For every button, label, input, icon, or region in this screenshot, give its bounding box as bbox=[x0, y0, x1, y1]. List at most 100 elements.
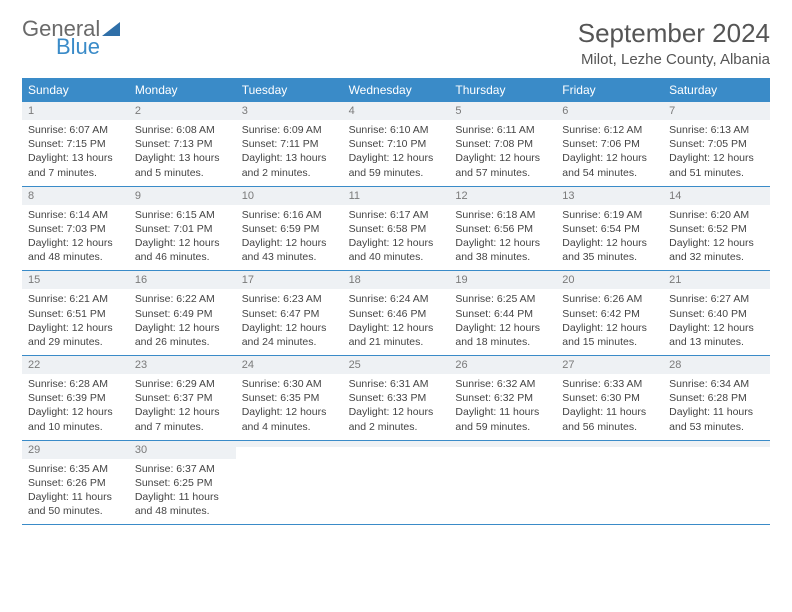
day-number: 28 bbox=[669, 359, 764, 371]
daylight-line: Daylight: 12 hours bbox=[349, 405, 444, 419]
day-number-bar: 21 bbox=[663, 271, 770, 289]
logo-word-2: Blue bbox=[56, 36, 100, 58]
sunset-line: Sunset: 6:59 PM bbox=[242, 222, 337, 236]
day-number-bar: 12 bbox=[449, 187, 556, 205]
calendar-day: 19Sunrise: 6:25 AMSunset: 6:44 PMDayligh… bbox=[449, 271, 556, 355]
calendar-day: 9 Sunrise: 6:15 AMSunset: 7:01 PMDaylight… bbox=[129, 187, 236, 271]
daylight-line: Daylight: 12 hours bbox=[28, 236, 123, 250]
daylight-line: Daylight: 12 hours bbox=[669, 321, 764, 335]
calendar-week: 29 Sunrise: 6:35 AMSunset: 6:26 PMDayligh… bbox=[22, 441, 770, 526]
daylight-line: and 59 minutes. bbox=[349, 166, 444, 180]
sunrise-line: Sunrise: 6:35 AM bbox=[28, 462, 123, 476]
sunrise-line: Sunrise: 6:37 AM bbox=[135, 462, 230, 476]
calendar-day: 27Sunrise: 6:33 AMSunset: 6:30 PMDayligh… bbox=[556, 356, 663, 440]
daylight-line: Daylight: 12 hours bbox=[135, 236, 230, 250]
sunset-line: Sunset: 6:46 PM bbox=[349, 307, 444, 321]
day-number-bar: 25 bbox=[343, 356, 450, 374]
sunset-line: Sunset: 6:30 PM bbox=[562, 391, 657, 405]
daylight-line: and 15 minutes. bbox=[562, 335, 657, 349]
calendar-day: 12Sunrise: 6:18 AMSunset: 6:56 PMDayligh… bbox=[449, 187, 556, 271]
day-number: 16 bbox=[135, 274, 230, 286]
calendar-day: 25Sunrise: 6:31 AMSunset: 6:33 PMDayligh… bbox=[343, 356, 450, 440]
daylight-line: and 7 minutes. bbox=[135, 420, 230, 434]
sunrise-line: Sunrise: 6:24 AM bbox=[349, 292, 444, 306]
calendar-day: 30Sunrise: 6:37 AMSunset: 6:25 PMDayligh… bbox=[129, 441, 236, 525]
calendar-week: 8Sunrise: 6:14 AMSunset: 7:03 PMDaylight… bbox=[22, 187, 770, 272]
sunset-line: Sunset: 7:06 PM bbox=[562, 137, 657, 151]
day-number-bar: 10 bbox=[236, 187, 343, 205]
sunset-line: Sunset: 6:25 PM bbox=[135, 476, 230, 490]
daylight-line: and 48 minutes. bbox=[135, 504, 230, 518]
day-number-bar: 29 bbox=[22, 441, 129, 459]
sunset-line: Sunset: 6:28 PM bbox=[669, 391, 764, 405]
daylight-line: and 29 minutes. bbox=[28, 335, 123, 349]
day-number: 15 bbox=[28, 274, 123, 286]
day-number-bar: 22 bbox=[22, 356, 129, 374]
daylight-line: and 24 minutes. bbox=[242, 335, 337, 349]
daylight-line: and 4 minutes. bbox=[242, 420, 337, 434]
dow-wednesday: Wednesday bbox=[343, 78, 450, 102]
sunset-line: Sunset: 6:44 PM bbox=[455, 307, 550, 321]
day-number: 20 bbox=[562, 274, 657, 286]
sunrise-line: Sunrise: 6:12 AM bbox=[562, 123, 657, 137]
day-number: 27 bbox=[562, 359, 657, 371]
sunset-line: Sunset: 6:37 PM bbox=[135, 391, 230, 405]
daylight-line: Daylight: 11 hours bbox=[28, 490, 123, 504]
day-number: 13 bbox=[562, 190, 657, 202]
day-number-bar bbox=[663, 441, 770, 447]
daylight-line: Daylight: 12 hours bbox=[669, 236, 764, 250]
day-number: 5 bbox=[455, 105, 550, 117]
daylight-line: and 46 minutes. bbox=[135, 250, 230, 264]
sunset-line: Sunset: 7:10 PM bbox=[349, 137, 444, 151]
sunset-line: Sunset: 6:26 PM bbox=[28, 476, 123, 490]
sunset-line: Sunset: 6:56 PM bbox=[455, 222, 550, 236]
daylight-line: and 13 minutes. bbox=[669, 335, 764, 349]
daylight-line: Daylight: 12 hours bbox=[242, 321, 337, 335]
sunrise-line: Sunrise: 6:26 AM bbox=[562, 292, 657, 306]
sunset-line: Sunset: 6:40 PM bbox=[669, 307, 764, 321]
daylight-line: and 10 minutes. bbox=[28, 420, 123, 434]
day-number-bar: 3 bbox=[236, 102, 343, 120]
daylight-line: and 51 minutes. bbox=[669, 166, 764, 180]
day-number-bar bbox=[556, 441, 663, 447]
day-number: 19 bbox=[455, 274, 550, 286]
day-number-bar bbox=[449, 441, 556, 447]
location-subtitle: Milot, Lezhe County, Albania bbox=[578, 51, 770, 68]
day-number-bar: 28 bbox=[663, 356, 770, 374]
day-number-bar: 16 bbox=[129, 271, 236, 289]
daylight-line: and 18 minutes. bbox=[455, 335, 550, 349]
daylight-line: and 43 minutes. bbox=[242, 250, 337, 264]
daylight-line: and 59 minutes. bbox=[455, 420, 550, 434]
calendar-day: 11Sunrise: 6:17 AMSunset: 6:58 PMDayligh… bbox=[343, 187, 450, 271]
day-number: 1 bbox=[28, 105, 123, 117]
day-number: 8 bbox=[28, 190, 123, 202]
calendar-week: 22Sunrise: 6:28 AMSunset: 6:39 PMDayligh… bbox=[22, 356, 770, 441]
day-number-bar: 24 bbox=[236, 356, 343, 374]
sunrise-line: Sunrise: 6:27 AM bbox=[669, 292, 764, 306]
sunrise-line: Sunrise: 6:17 AM bbox=[349, 208, 444, 222]
day-number: 18 bbox=[349, 274, 444, 286]
daylight-line: and 21 minutes. bbox=[349, 335, 444, 349]
calendar-day: 14Sunrise: 6:20 AMSunset: 6:52 PMDayligh… bbox=[663, 187, 770, 271]
sunset-line: Sunset: 7:03 PM bbox=[28, 222, 123, 236]
sunrise-line: Sunrise: 6:33 AM bbox=[562, 377, 657, 391]
day-number: 22 bbox=[28, 359, 123, 371]
calendar-day: 2Sunrise: 6:08 AMSunset: 7:13 PMDaylight… bbox=[129, 102, 236, 186]
daylight-line: Daylight: 11 hours bbox=[455, 405, 550, 419]
daylight-line: and 54 minutes. bbox=[562, 166, 657, 180]
day-number: 7 bbox=[669, 105, 764, 117]
day-number-bar: 11 bbox=[343, 187, 450, 205]
sunrise-line: Sunrise: 6:21 AM bbox=[28, 292, 123, 306]
daylight-line: Daylight: 12 hours bbox=[242, 405, 337, 419]
daylight-line: and 32 minutes. bbox=[669, 250, 764, 264]
calendar-day: 29 Sunrise: 6:35 AMSunset: 6:26 PMDayligh… bbox=[22, 441, 129, 525]
day-number: 17 bbox=[242, 274, 337, 286]
daylight-line: Daylight: 12 hours bbox=[562, 236, 657, 250]
daylight-line: and 7 minutes. bbox=[28, 166, 123, 180]
sunrise-line: Sunrise: 6:20 AM bbox=[669, 208, 764, 222]
calendar-day: 17Sunrise: 6:23 AMSunset: 6:47 PMDayligh… bbox=[236, 271, 343, 355]
day-number-bar: 9 bbox=[129, 187, 236, 205]
sunrise-line: Sunrise: 6:15 AM bbox=[135, 208, 230, 222]
calendar-day: 7Sunrise: 6:13 AMSunset: 7:05 PMDaylight… bbox=[663, 102, 770, 186]
sunset-line: Sunset: 7:01 PM bbox=[135, 222, 230, 236]
